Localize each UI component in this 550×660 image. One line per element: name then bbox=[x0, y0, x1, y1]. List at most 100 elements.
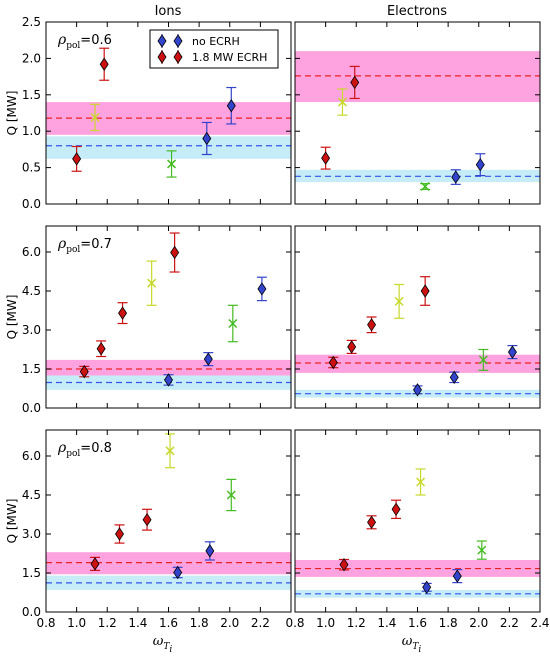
marker-x bbox=[90, 112, 100, 122]
legend: no ECRH 1.8 MW ECRH bbox=[149, 29, 279, 69]
marker-x bbox=[147, 278, 157, 288]
marker-diamond bbox=[90, 557, 100, 571]
data-point bbox=[201, 121, 212, 156]
marker-diamond bbox=[391, 502, 401, 517]
marker-x bbox=[416, 477, 426, 487]
legend-marker bbox=[157, 34, 167, 48]
data-point bbox=[391, 499, 402, 520]
marker-diamond bbox=[118, 306, 128, 320]
plot-area bbox=[295, 276, 540, 398]
y-tick-label: 0.0 bbox=[22, 401, 41, 415]
marker-diamond bbox=[164, 373, 173, 387]
band-ecrh bbox=[295, 354, 540, 373]
x-tick-label: 1.4 bbox=[377, 616, 396, 630]
y-axis-label: Q [MW] bbox=[5, 295, 19, 340]
marker-x bbox=[167, 159, 177, 169]
data-point bbox=[226, 478, 237, 512]
x-tick-label: 2.0 bbox=[220, 616, 239, 630]
y-tick-label: 4.5 bbox=[22, 284, 41, 298]
axes-frame bbox=[294, 225, 541, 409]
rho-value: =0.7 bbox=[80, 237, 112, 252]
marker-diamond bbox=[226, 98, 236, 113]
y-tick-label: 0.0 bbox=[22, 197, 41, 211]
data-point bbox=[226, 86, 237, 125]
rho-value: =0.6 bbox=[80, 33, 112, 48]
marker-diamond bbox=[420, 284, 430, 298]
x-tick-label: 2.0 bbox=[469, 616, 488, 630]
legend-entry: 1.8 MW ECRH bbox=[157, 50, 267, 64]
y-tick-label: 1.5 bbox=[22, 88, 41, 102]
legend-box bbox=[149, 29, 279, 69]
y-axis-label: Q [MW] bbox=[5, 499, 19, 544]
marker-diamond bbox=[350, 75, 360, 90]
data-point bbox=[320, 146, 331, 170]
data-point bbox=[99, 47, 110, 81]
y-tick-label: 0.5 bbox=[22, 161, 41, 175]
data-point bbox=[507, 345, 518, 360]
x-tick-label: 1.8 bbox=[190, 616, 209, 630]
legend-entry: no ECRH bbox=[157, 34, 240, 48]
x-axis-label-omega: ω bbox=[402, 634, 413, 649]
data-point bbox=[227, 304, 238, 343]
data-point bbox=[328, 355, 339, 370]
data-point bbox=[452, 569, 463, 584]
marker-x bbox=[420, 181, 430, 192]
x-axis-label-subsub: i bbox=[418, 645, 421, 655]
marker-diamond bbox=[257, 282, 267, 296]
marker-x bbox=[228, 318, 238, 329]
marker-diamond bbox=[449, 370, 459, 385]
marker-diamond bbox=[202, 131, 212, 146]
axes-frame bbox=[294, 429, 541, 613]
panel-0-0: 0.0 0.5 1.0 1.5 2.0 2.5 Q [MW] ρpol=0.6 bbox=[5, 15, 292, 211]
rho-symbol: ρ bbox=[57, 32, 67, 48]
panel-1-1 bbox=[294, 225, 541, 409]
marker-diamond bbox=[328, 355, 338, 370]
data-point bbox=[79, 364, 90, 379]
x-axis-label-sub: T bbox=[412, 642, 419, 652]
data-point bbox=[163, 373, 174, 387]
rho-label: ρpol=0.7 bbox=[57, 236, 112, 255]
data-point bbox=[349, 65, 360, 100]
data-point bbox=[476, 540, 487, 560]
data-point bbox=[421, 580, 432, 595]
marker-diamond bbox=[451, 170, 461, 184]
data-point bbox=[450, 169, 461, 185]
legend-marker bbox=[173, 34, 183, 48]
band-noecrh bbox=[46, 136, 291, 159]
plot-area bbox=[295, 468, 540, 598]
band-ecrh bbox=[46, 359, 291, 377]
marker-diamond bbox=[367, 515, 377, 530]
rho-symbol: ρ bbox=[57, 440, 67, 456]
marker-x bbox=[226, 490, 236, 500]
data-point bbox=[166, 150, 177, 178]
column-title-ions: Ions bbox=[155, 4, 182, 19]
data-point bbox=[256, 276, 267, 302]
marker-x bbox=[477, 545, 487, 555]
data-point bbox=[204, 541, 215, 561]
panel-2-1: 0.8 1.0 1.2 1.4 1.6 1.8 2.0 2.2 2.4 ωTi bbox=[285, 429, 550, 655]
data-point bbox=[420, 181, 431, 192]
marker-x bbox=[337, 97, 347, 107]
panel-2-0: 0.0 1.5 3.0 4.5 6.0 0.8 1.0 1.2 1.4 1.6 1.8 2.0 2.2 Q… bbox=[5, 429, 292, 655]
marker-diamond bbox=[321, 151, 331, 165]
x-tick-label: 0.8 bbox=[36, 616, 55, 630]
x-tick-label: 1.6 bbox=[159, 616, 178, 630]
panel-1-0: 0.0 1.5 3.0 4.5 6.0 Q [MW] ρpol=0.7 bbox=[5, 225, 292, 415]
marker-diamond bbox=[99, 57, 109, 71]
marker-diamond bbox=[413, 383, 422, 397]
x-tick-label: 1.8 bbox=[439, 616, 458, 630]
legend-marker bbox=[173, 50, 183, 64]
data-point bbox=[415, 468, 426, 496]
data-point bbox=[203, 352, 214, 367]
marker-diamond bbox=[422, 580, 432, 595]
rho-subscript: pol bbox=[66, 41, 80, 51]
legend-label: no ECRH bbox=[192, 35, 240, 48]
marker-diamond bbox=[507, 345, 517, 359]
x-tick-label: 1.2 bbox=[347, 616, 366, 630]
rho-label: ρpol=0.6 bbox=[57, 32, 112, 51]
plot-area bbox=[46, 433, 291, 590]
y-tick-label: 0.0 bbox=[22, 605, 41, 619]
legend-marker bbox=[157, 50, 167, 64]
y-tick-label: 1.5 bbox=[22, 362, 41, 376]
